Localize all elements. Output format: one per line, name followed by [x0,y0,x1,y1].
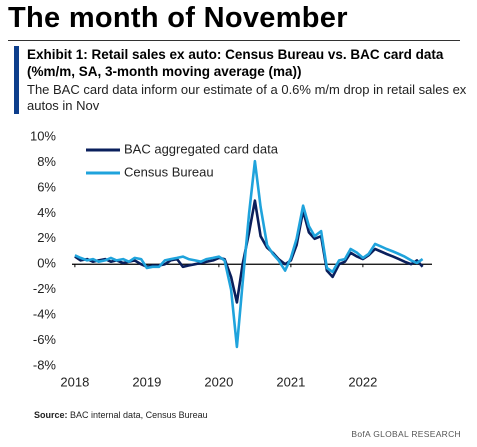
page-title: The month of November [8,2,348,34]
x-tick-label: 2019 [132,374,161,389]
y-tick-label: 2% [37,230,56,245]
y-tick-label: 0% [37,256,56,271]
chart-title: Exhibit 1: Retail sales ex auto: Census … [27,47,444,79]
exhibit-header: Exhibit 1: Retail sales ex auto: Census … [14,46,473,114]
x-tick-label: 2018 [60,374,89,389]
source-label: Source: [34,410,68,420]
legend-label: Census Bureau [124,164,214,179]
title-rule [8,40,460,41]
y-tick-label: -8% [33,357,57,372]
source-text: BAC internal data, Census Bureau [70,410,208,420]
y-tick-label: -6% [33,332,57,347]
x-tick-label: 2022 [348,374,377,389]
brand: BofA GLOBAL RESEARCH [351,429,461,439]
y-tick-label: 10% [30,128,56,143]
chart-subtitle: The BAC card data inform our estimate of… [27,82,467,113]
y-tick-label: 6% [37,179,56,194]
source-note: Source: BAC internal data, Census Bureau [34,410,208,420]
series-line [74,159,424,349]
y-tick-label: -4% [33,307,57,322]
y-tick-label: -2% [33,281,57,296]
x-tick-label: 2021 [276,374,305,389]
y-tick-label: 4% [37,205,56,220]
x-tick-label: 2020 [204,374,233,389]
legend-label: BAC aggregated card data [124,141,279,156]
y-tick-label: 8% [37,154,56,169]
